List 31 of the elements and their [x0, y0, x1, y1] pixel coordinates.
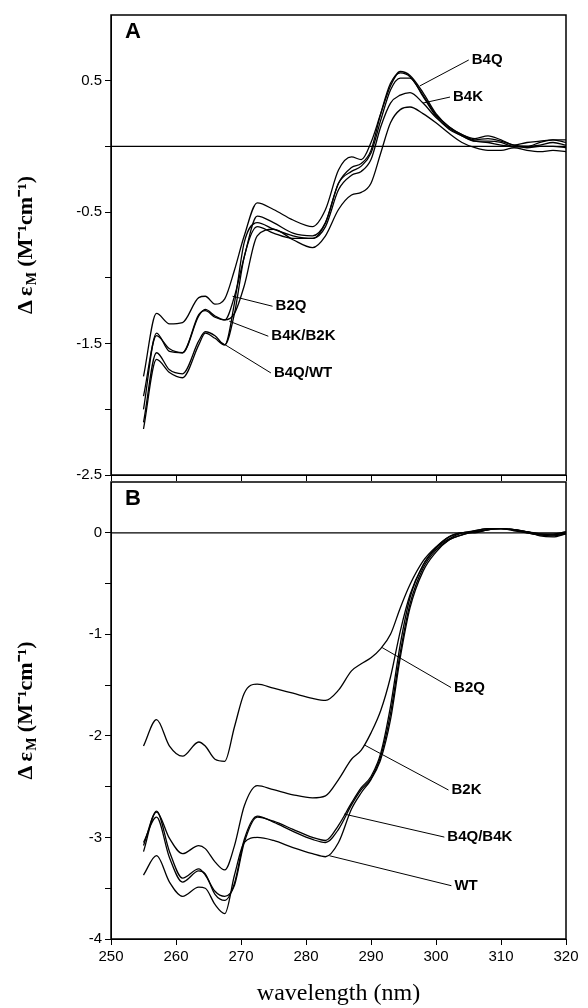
x-tick-label: 270: [228, 947, 254, 965]
annotation: B4K/B2K: [271, 326, 336, 344]
x-tick-label: 290: [358, 947, 384, 965]
y-tick-label: -1: [88, 624, 102, 642]
annotation: B2Q: [454, 677, 486, 695]
annotation: B4K: [453, 87, 484, 105]
chart-title: A: [125, 18, 141, 44]
x-tick-label: 260: [163, 947, 189, 965]
annotation: B2K: [451, 780, 482, 798]
y-tick-label: -2: [88, 726, 102, 744]
y-tick-label: -2.5: [76, 465, 102, 483]
x-tick-label: 300: [423, 947, 449, 965]
y-tick-label: -3: [88, 827, 102, 845]
y-tick-label: 0.5: [81, 70, 102, 88]
annotation: B4Q/WT: [273, 363, 333, 381]
y-tick-label: 0: [93, 522, 102, 540]
y-axis-title: Δ εM (M⁻¹cm⁻¹): [11, 175, 39, 315]
y-tick-label: -4: [88, 929, 102, 947]
x-tick-label: 310: [488, 947, 514, 965]
annotation: B4Q/B4K: [447, 827, 513, 845]
x-tick-label: 320: [553, 947, 579, 965]
annotation: B2Q: [275, 296, 307, 314]
annotation: B4Q: [471, 50, 503, 68]
y-axis-title: Δ εM (M⁻¹cm⁻¹): [11, 641, 39, 780]
x-tick-label: 280: [293, 947, 319, 965]
x-tick-label: 250: [98, 947, 124, 965]
chart-title: B: [125, 485, 141, 511]
annotation: WT: [454, 875, 478, 893]
y-tick-label: -1.5: [76, 333, 102, 351]
y-tick-label: -0.5: [76, 202, 102, 220]
x-axis-title: wavelength (nm): [256, 978, 421, 1005]
